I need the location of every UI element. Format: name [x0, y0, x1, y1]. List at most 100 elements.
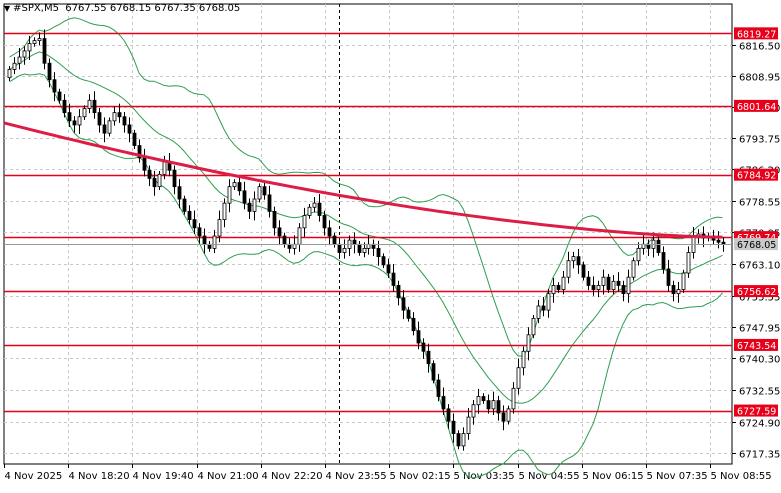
candle-body [67, 112, 72, 122]
y-tick-label: 6763.10 [739, 261, 780, 272]
level-price-label: 6784.92 [737, 171, 776, 182]
candle-body [426, 350, 431, 365]
candle-body [177, 186, 182, 200]
moving-average-line [3, 121, 723, 239]
candle-body [576, 256, 581, 266]
candle-body [47, 62, 52, 81]
candle-body [307, 206, 312, 216]
candle-body [461, 433, 466, 447]
level-price-tag: 6784.92 [734, 168, 778, 182]
candle-body [546, 293, 551, 311]
candle-body [481, 396, 486, 402]
candle-body [362, 248, 367, 253]
y-tick-label: 6793.75 [739, 135, 780, 146]
candle-body [132, 132, 137, 146]
level-price-tag: 6756.62 [734, 285, 778, 298]
candle-body [352, 239, 357, 245]
candle-body [591, 285, 596, 290]
chart-header: ▼ #SPX,M5 6767.55 6768.15 6767.35 6768.05 [4, 3, 240, 14]
candle-body [631, 260, 636, 278]
candle-body [222, 202, 227, 220]
candle-body [22, 50, 27, 58]
candle-body [636, 248, 641, 262]
candle-body [342, 248, 347, 253]
level-price-label: 6819.27 [737, 29, 776, 40]
candle-body [401, 297, 406, 311]
candle-body [257, 186, 262, 200]
candle-body [581, 264, 586, 278]
candle-body [127, 124, 132, 134]
candle-body [117, 112, 122, 118]
candle-body [27, 43, 32, 52]
candle-body [506, 408, 511, 422]
candle-body [446, 408, 451, 422]
candle-body [421, 342, 426, 352]
y-tick-label: 6808.95 [739, 73, 780, 84]
x-tick-label: 4 Nov 23:55 [326, 471, 387, 482]
x-tick-label: 5 Nov 08:55 [711, 471, 772, 482]
candle-body [721, 241, 726, 245]
candle-body [491, 400, 496, 410]
candle-body [147, 169, 152, 179]
bollinger-middle-band [9, 51, 723, 404]
candle-body [681, 272, 686, 290]
candle-body [92, 99, 97, 114]
candle-body [381, 256, 386, 266]
candle-body [656, 239, 661, 253]
candle-body [162, 161, 167, 175]
candle-body [87, 99, 92, 109]
candle-body [376, 248, 381, 258]
candle-body [112, 112, 117, 122]
candle-body [551, 285, 556, 295]
candle-body [521, 350, 526, 369]
candle-body [531, 317, 536, 336]
y-tick-label: 6816.50 [739, 42, 780, 53]
candle-body [267, 194, 272, 212]
candle-body [411, 317, 416, 332]
candle-body [716, 239, 721, 243]
candle-body [192, 219, 197, 229]
y-tick-label: 6755.55 [739, 293, 780, 304]
x-tick-label: 5 Nov 06:15 [583, 471, 644, 482]
level-price-tag: 6819.27 [734, 27, 778, 40]
candle-body [217, 219, 222, 237]
candle-body [282, 235, 287, 245]
y-tick-label: 6747.95 [739, 324, 780, 335]
candle-body [556, 285, 561, 290]
candle-body [137, 145, 142, 159]
x-tick-label: 4 Nov 18:20 [69, 471, 130, 482]
dropdown-triangle-icon[interactable]: ▼ [4, 4, 11, 13]
candle-body [621, 285, 626, 295]
candle-body [466, 416, 471, 434]
candle-body [202, 235, 207, 245]
level-price-label: 6801.64 [737, 102, 776, 113]
bollinger-upper-band [9, 17, 723, 357]
x-tick-label: 5 Nov 03:35 [454, 471, 515, 482]
level-price-label: 6756.62 [737, 287, 776, 298]
candle-body [107, 120, 112, 134]
candle-body [666, 268, 671, 286]
candle-body [297, 227, 302, 245]
level-price-tag: 6727.59 [734, 404, 778, 418]
candle-body [586, 276, 591, 286]
candle-body [17, 56, 22, 64]
y-tick-label: 6724.90 [739, 419, 780, 430]
level-price-tag: 6743.54 [734, 338, 778, 352]
candle-body [212, 235, 217, 249]
candle-body [247, 202, 252, 212]
candle-body [7, 69, 12, 79]
candle-body [332, 235, 337, 245]
x-tick-label: 4 Nov 21:00 [198, 471, 259, 482]
candle-body [172, 169, 177, 188]
candle-body [62, 99, 67, 114]
candle-body [77, 116, 82, 126]
candle-body [232, 182, 237, 188]
candle-body [242, 190, 247, 204]
candle-body [396, 285, 401, 299]
symbol-label: #SPX,M5 [13, 3, 59, 14]
candle-body [142, 157, 147, 171]
x-tick-label: 5 Nov 07:35 [647, 471, 708, 482]
candle-body [496, 400, 501, 414]
